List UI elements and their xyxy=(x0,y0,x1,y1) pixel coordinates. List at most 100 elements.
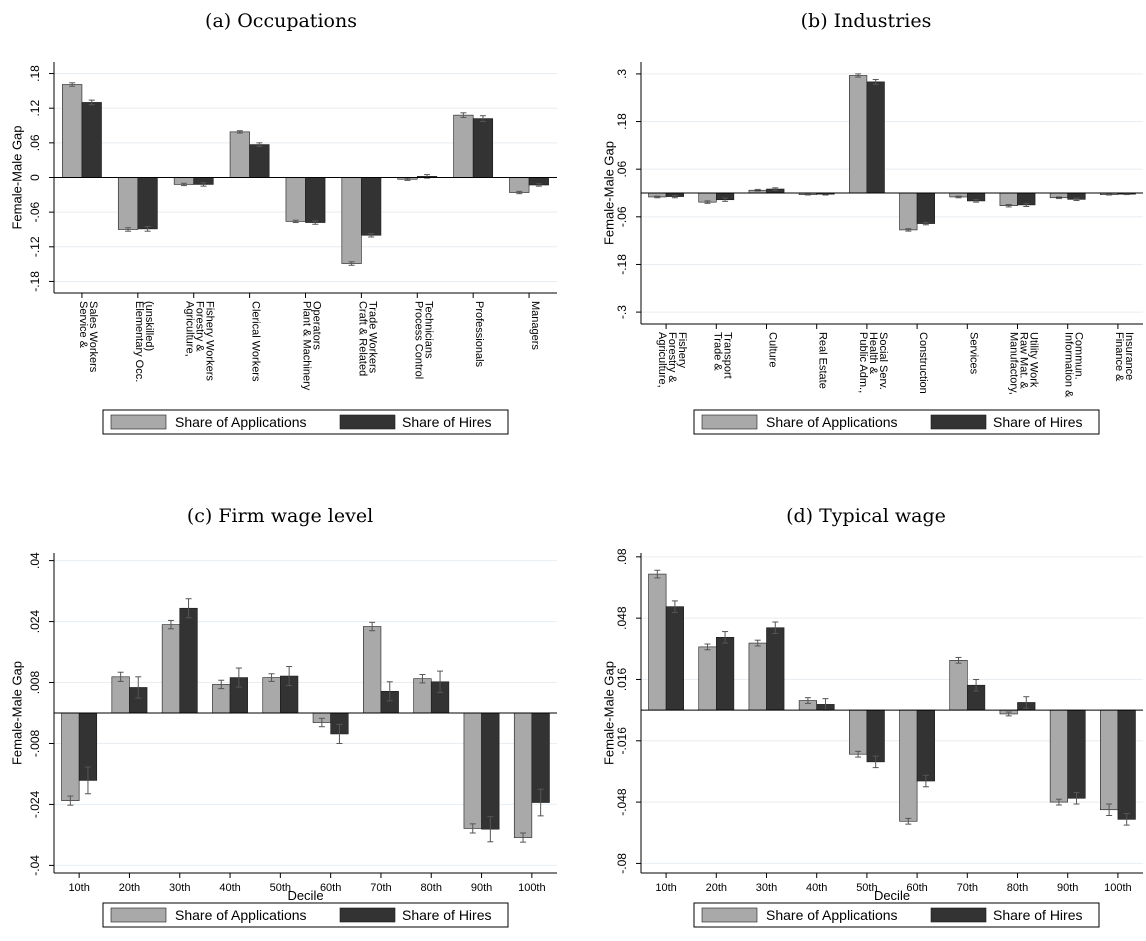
legend-swatch-hires xyxy=(339,907,396,923)
panel-title-d: (d) Typical wage xyxy=(786,505,946,527)
hires-bar xyxy=(715,637,735,711)
y-tick-label: .08 xyxy=(615,548,629,565)
x-tick-label: Raw Mat. & xyxy=(1018,332,1030,390)
x-tick-label: Social Serv. xyxy=(877,332,889,390)
x-tick-label: Culture xyxy=(767,332,779,367)
y-tick-label: .024 xyxy=(28,610,42,634)
y-axis-title: Female-Male Gap xyxy=(9,125,24,229)
y-tick-label: 0 xyxy=(28,174,42,181)
legend-label-applications: Share of Applications xyxy=(766,907,898,923)
y-tick-label: -.04 xyxy=(28,855,42,876)
x-tick-label: 100th xyxy=(518,882,546,894)
legend-label-applications: Share of Applications xyxy=(175,414,307,430)
x-tick-label: Finance & xyxy=(1113,332,1125,382)
x-tick-label: 50th xyxy=(856,882,877,894)
x-tick-label: 60th xyxy=(906,882,927,894)
applications-bar xyxy=(513,712,533,838)
y-tick-label: -.06 xyxy=(615,206,629,227)
y-axis-title: Female-Male Gap xyxy=(601,661,616,765)
applications-bar xyxy=(161,624,181,714)
legend-swatch-hires xyxy=(930,907,987,923)
panel-b: (b) Industries .3 .18 .06 -.06 -.18 -.3 Female… xyxy=(601,10,1143,435)
applications-bar xyxy=(1100,709,1119,811)
x-tick-label: Fishery xyxy=(676,332,688,369)
applications-bar xyxy=(285,177,306,222)
y-tick-label: .3 xyxy=(615,69,629,79)
applications-bar xyxy=(509,177,530,193)
applications-bar xyxy=(899,192,918,231)
applications-bar xyxy=(748,642,767,711)
x-tick-label: Information & xyxy=(1063,332,1075,398)
y-tick-label: -.024 xyxy=(28,790,42,818)
y-tick-label: -.008 xyxy=(28,729,42,757)
applications-bar xyxy=(62,84,83,178)
x-axis-title: Decile xyxy=(287,888,323,903)
panel-c: (c) Firm wage level .04 .024 .008 -.008 -.02… xyxy=(9,505,557,928)
x-tick-label: Process Control xyxy=(412,301,424,379)
x-tick-label: Professionals xyxy=(473,301,485,368)
panel-title-c: (c) Firm wage level xyxy=(187,505,373,527)
panel-d: (d) Typical wage .08 .048 .016 -.016 -.048 -.… xyxy=(601,505,1143,928)
legend-swatch-applications xyxy=(110,907,167,923)
applications-bar xyxy=(117,177,139,230)
hires-bar xyxy=(916,192,935,224)
hires-bar xyxy=(81,102,102,178)
x-tick-label: 70th xyxy=(370,882,391,894)
x-tick-label: Services xyxy=(967,332,979,375)
applications-bar xyxy=(413,678,432,714)
y-tick-label: .06 xyxy=(615,161,629,178)
applications-bar xyxy=(61,712,80,801)
x-tick-label: 60th xyxy=(320,882,341,894)
hires-bar xyxy=(866,81,885,194)
applications-bar xyxy=(849,709,868,755)
legend: Share of Applications Share of Hires xyxy=(693,409,1100,435)
y-tick-label: .12 xyxy=(28,100,42,117)
y-tick-label: -.18 xyxy=(615,254,629,275)
applications-bar xyxy=(363,626,382,714)
hires-bar xyxy=(472,118,494,178)
applications-bar xyxy=(229,131,250,178)
x-tick-label: 30th xyxy=(169,882,190,894)
x-tick-label: 80th xyxy=(421,882,442,894)
x-tick-label: 100th xyxy=(1104,882,1132,894)
x-tick-label: (unskilled) xyxy=(143,301,155,351)
legend-box xyxy=(102,902,509,928)
legend: Share of Applications Share of Hires xyxy=(102,902,509,928)
applications-bar xyxy=(262,677,281,714)
x-tick-label: Transport xyxy=(721,332,733,379)
hires-bar xyxy=(249,144,270,178)
legend-swatch-applications xyxy=(110,414,167,430)
hires-bar xyxy=(866,709,885,763)
legend-label-hires: Share of Hires xyxy=(993,414,1082,430)
x-tick-label: Agriculture, xyxy=(184,301,196,357)
hires-bar xyxy=(481,712,500,830)
panel-a: (a) Occupations .18 .12 .06 0 -.06 -.12 -.18 Fe… xyxy=(9,10,557,435)
x-tick-label: Trade Workers xyxy=(366,301,378,374)
y-axis-title: Female-Male Gap xyxy=(9,661,24,765)
applications-bar xyxy=(849,75,868,194)
x-tick-label: Manufactory, xyxy=(1008,332,1020,395)
applications-bar xyxy=(698,646,717,711)
legend-swatch-applications xyxy=(701,414,758,430)
hires-bar xyxy=(361,177,382,236)
y-tick-label: .18 xyxy=(615,113,629,130)
x-tick-label: Managers xyxy=(529,301,541,350)
y-tick-label: -.06 xyxy=(28,201,42,222)
x-tick-label: Fishery Workers xyxy=(204,301,216,381)
x-tick-label: Agriculture, xyxy=(656,332,668,388)
hires-bar xyxy=(137,177,158,230)
applications-bar xyxy=(463,712,482,829)
y-tick-label: .048 xyxy=(615,606,629,630)
y-tick-label: .04 xyxy=(28,552,42,569)
applications-bar xyxy=(1049,709,1069,803)
legend-box xyxy=(693,409,1100,435)
x-tick-label: 90th xyxy=(471,882,492,894)
applications-bar xyxy=(648,573,667,711)
hires-bar xyxy=(916,709,935,782)
y-tick-label: -.18 xyxy=(28,271,42,292)
legend-label-hires: Share of Hires xyxy=(402,414,491,430)
x-tick-label: Real Estate xyxy=(817,332,829,389)
x-tick-label: 50th xyxy=(270,882,291,894)
y-tick-label: .06 xyxy=(28,134,42,151)
